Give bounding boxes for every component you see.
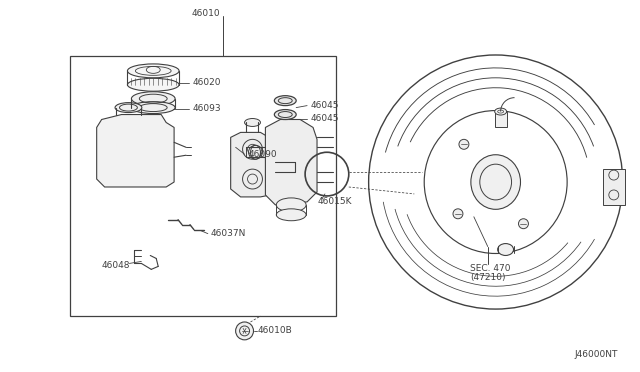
Polygon shape (230, 132, 275, 197)
Text: 46020: 46020 (193, 78, 221, 87)
Ellipse shape (275, 110, 296, 119)
Circle shape (236, 322, 253, 340)
Ellipse shape (127, 64, 179, 78)
Text: 46045: 46045 (310, 114, 339, 123)
Ellipse shape (115, 103, 142, 113)
Text: J46000NT: J46000NT (574, 350, 618, 359)
Ellipse shape (131, 92, 175, 106)
Circle shape (459, 140, 469, 149)
Ellipse shape (131, 102, 175, 113)
Circle shape (453, 209, 463, 219)
Ellipse shape (275, 96, 296, 106)
Ellipse shape (250, 145, 260, 159)
Bar (70, 56, 336, 316)
Text: (47210): (47210) (470, 273, 506, 282)
Text: SEC. 470: SEC. 470 (470, 264, 510, 273)
Text: 46010: 46010 (191, 9, 220, 18)
Text: 46048: 46048 (102, 261, 130, 270)
Ellipse shape (276, 198, 306, 212)
Text: 46090: 46090 (248, 150, 277, 159)
Circle shape (518, 219, 529, 229)
Ellipse shape (498, 244, 513, 256)
Text: 46045: 46045 (310, 101, 339, 110)
Bar (495, 112, 507, 128)
Ellipse shape (495, 108, 507, 115)
Text: 46015K: 46015K (318, 198, 353, 206)
Text: 46093: 46093 (193, 104, 221, 113)
Ellipse shape (471, 155, 520, 209)
Ellipse shape (276, 209, 306, 221)
Text: 46037N: 46037N (211, 229, 246, 238)
Polygon shape (266, 119, 317, 205)
Ellipse shape (127, 78, 179, 91)
Ellipse shape (244, 119, 260, 126)
Polygon shape (97, 115, 174, 187)
Text: 46010B: 46010B (257, 326, 292, 336)
Bar (603, 169, 625, 205)
